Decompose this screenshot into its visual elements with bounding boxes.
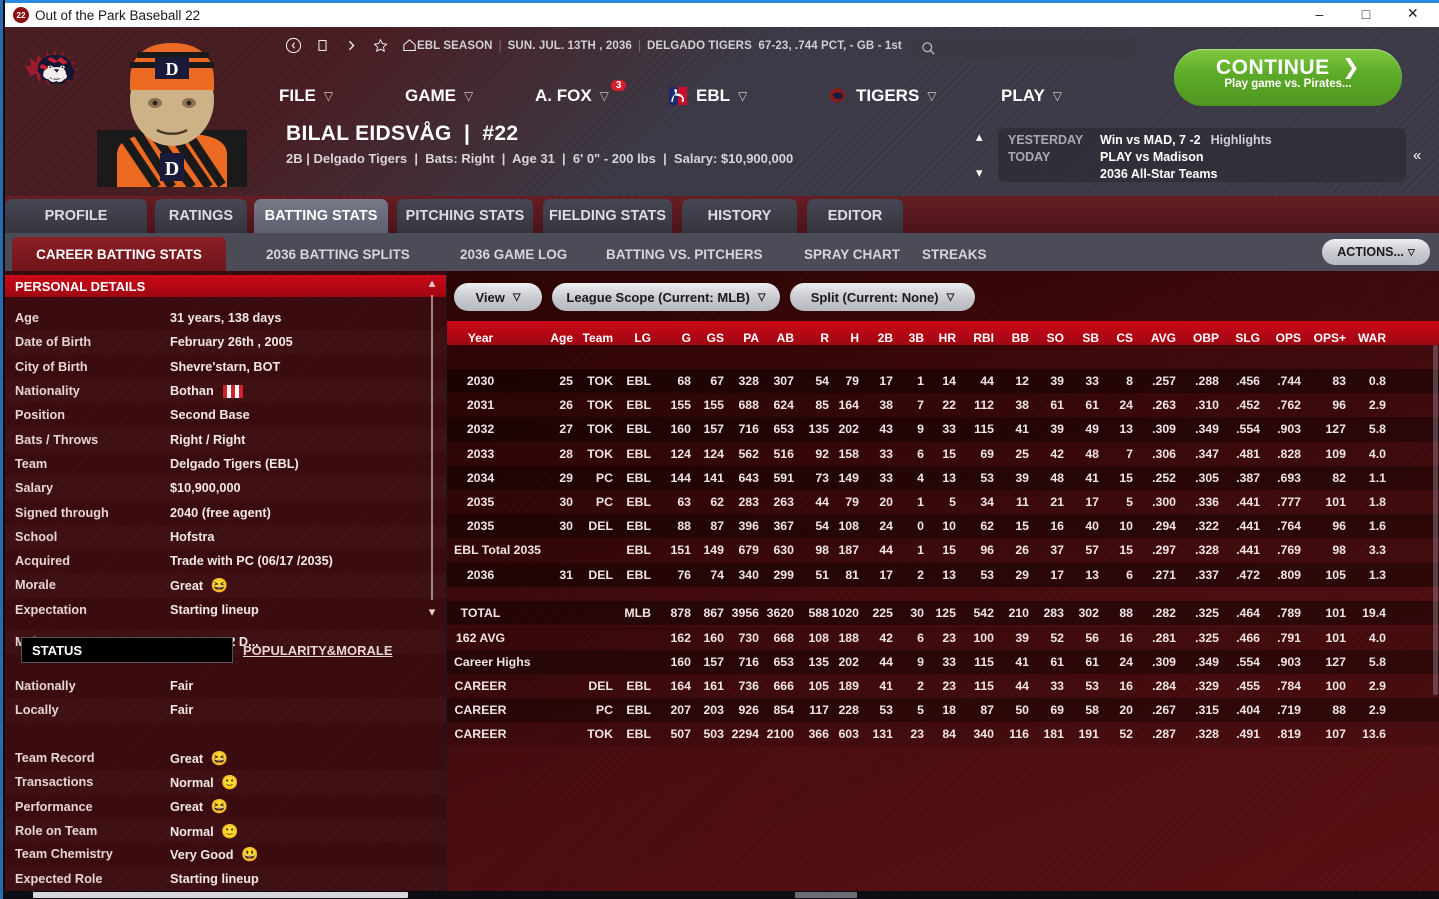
svg-text:D: D [165, 158, 179, 180]
